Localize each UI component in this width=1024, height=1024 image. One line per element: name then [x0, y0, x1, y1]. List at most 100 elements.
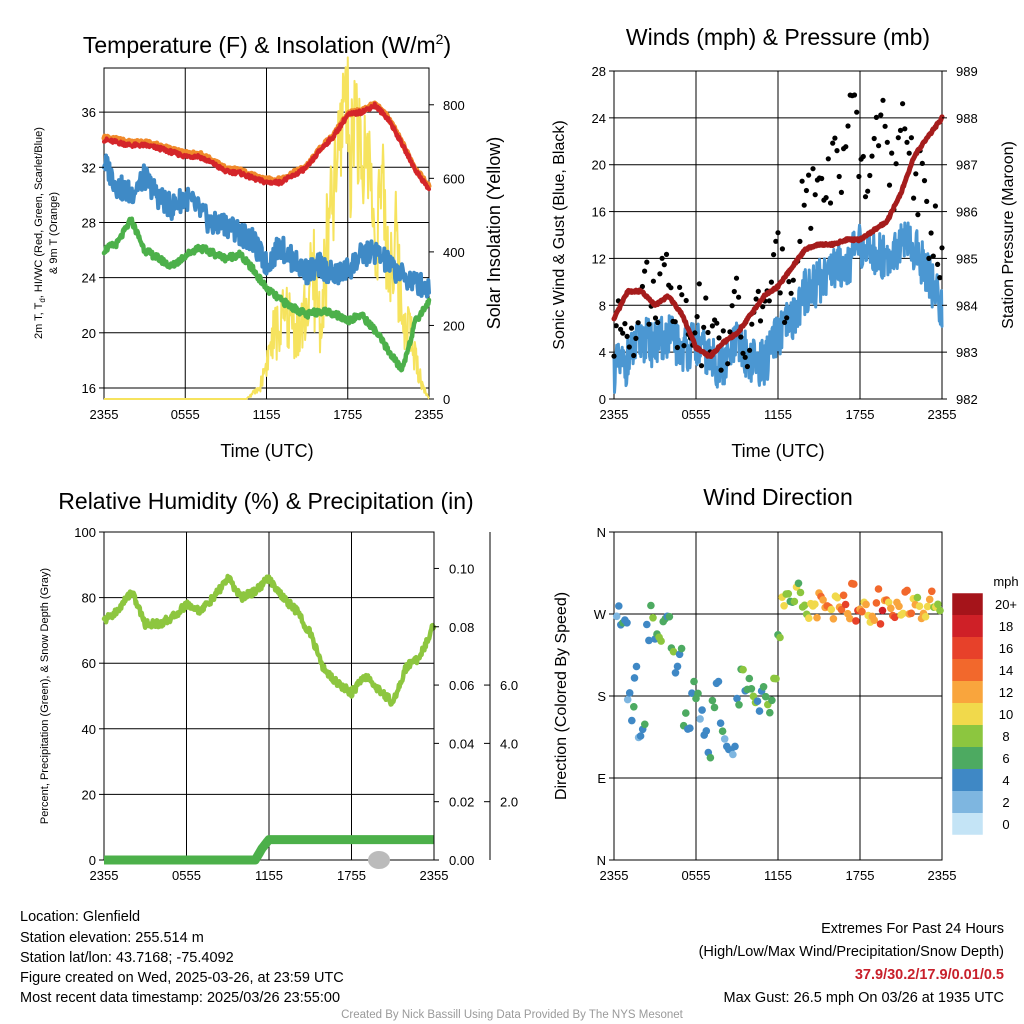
elevation-text: Station elevation: 255.514 m: [20, 930, 204, 946]
direction-point: [641, 720, 649, 729]
direction-point: [862, 600, 870, 609]
colorbar-swatch: [952, 615, 983, 637]
gust-point: [672, 319, 678, 325]
colorbar-swatch: [952, 769, 983, 791]
x-tick-label: 2355: [90, 407, 119, 422]
gust-point: [908, 135, 915, 141]
direction-point: [934, 600, 942, 609]
y-tick-label: 0: [599, 392, 606, 407]
gust-point: [932, 203, 939, 209]
direction-point: [720, 735, 729, 743]
direction-point: [884, 598, 893, 607]
x-tick-label: 2355: [600, 868, 629, 883]
gust-point: [911, 195, 917, 201]
gust-point: [889, 150, 895, 156]
gust-point: [854, 109, 860, 115]
direction-point: [874, 585, 883, 593]
direction-point: [673, 662, 682, 671]
gust-point: [628, 325, 635, 331]
gust-point: [663, 251, 670, 257]
direction-point: [796, 588, 805, 597]
y-tick-label: 20: [82, 326, 96, 341]
gust-point: [703, 295, 709, 301]
colorbar-swatch: [952, 791, 983, 813]
gust-point: [825, 156, 831, 162]
gust-point: [681, 343, 687, 349]
gust-point: [878, 112, 884, 118]
gust-point: [876, 143, 882, 149]
direction-point: [628, 716, 636, 725]
gust-point: [904, 139, 910, 145]
direction-point: [895, 602, 903, 611]
gust-point: [611, 353, 617, 359]
x-tick-label: 1755: [337, 868, 366, 883]
direction-point: [747, 685, 756, 693]
colorbar-label: 6: [1002, 751, 1009, 766]
x-tick-label: 2355: [415, 407, 444, 422]
wind-chill-series: [102, 153, 431, 299]
direction-point: [690, 677, 698, 686]
y-tick-label: 24: [82, 271, 96, 286]
x-tick-label: 2355: [420, 868, 449, 883]
gust-point: [819, 175, 825, 182]
y2-tick-label: 983: [956, 345, 978, 360]
direction-point: [899, 609, 907, 618]
legend-unit-label: mph: [993, 574, 1018, 589]
x-tick-label: 1155: [764, 407, 792, 422]
sonic-wind-series: [612, 221, 944, 394]
gust-point: [709, 323, 716, 329]
gust-point: [716, 335, 722, 341]
direction-point: [907, 609, 916, 618]
direction-point: [636, 732, 645, 740]
direction-point: [858, 607, 866, 616]
latlon-text: Station lat/lon: 43.7168; -75.4092: [20, 950, 234, 966]
gust-point: [926, 255, 932, 261]
y2-tick-label: 982: [956, 392, 978, 407]
direction-point: [850, 580, 858, 588]
y-tick-label: N: [597, 525, 606, 540]
y2-tick-label: 986: [956, 205, 978, 220]
x-tick-label: 1755: [333, 407, 362, 422]
temp-2m-series: [102, 101, 431, 192]
gust-point: [757, 318, 764, 324]
pressure-ylabel: Station Pressure (Maroon): [1000, 141, 1017, 329]
y-tick-label: 16: [82, 381, 96, 396]
colorbar-swatch: [952, 747, 983, 769]
gust-point: [646, 321, 652, 327]
gust-point: [873, 114, 880, 120]
gust-point: [768, 279, 775, 285]
gust-point: [810, 166, 816, 172]
colorbar-swatch: [952, 593, 983, 615]
gust-point: [856, 173, 862, 180]
gust-point: [775, 230, 781, 236]
direction-point: [768, 696, 776, 705]
gust-point: [744, 363, 751, 370]
direction-point: [839, 591, 848, 600]
gust-point: [727, 329, 733, 335]
direction-point: [837, 605, 846, 614]
y2-tick-label: 0.06: [449, 678, 474, 693]
gust-point: [622, 321, 628, 327]
gust-point: [935, 261, 941, 267]
gust-point: [661, 262, 667, 268]
y3-tick-label: 2.0: [500, 795, 518, 810]
humidity-series: [101, 573, 437, 707]
gust-point: [742, 354, 748, 360]
y-tick-label: 60: [82, 656, 96, 671]
direction-point: [800, 601, 809, 610]
gust-point: [773, 238, 779, 244]
gust-point: [862, 194, 869, 200]
y3-tick-label: 6.0: [500, 678, 518, 693]
y2-tick-label: 987: [956, 158, 978, 173]
y-tick-label: 36: [82, 105, 96, 120]
gust-point: [919, 160, 925, 166]
x-tick-label: 2355: [928, 868, 957, 883]
direction-point: [876, 620, 885, 628]
colorbar-swatch: [952, 659, 983, 681]
direction-point: [682, 709, 690, 717]
gust-point: [845, 123, 851, 129]
extremes-subtitle: (High/Low/Max Wind/Precipitation/Snow De…: [699, 944, 1004, 960]
extremes-values: 37.9/30.2/17.9/0.01/0.5: [855, 967, 1004, 983]
gust-point: [766, 298, 772, 304]
